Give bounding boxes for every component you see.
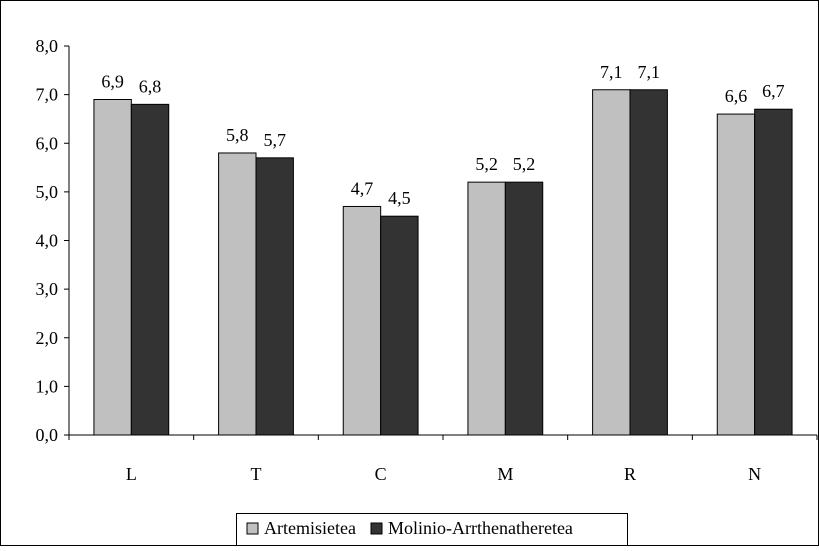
x-tick-label-n: N: [748, 464, 761, 484]
data-label-artemisietea-c: 4,7: [351, 178, 374, 198]
y-tick-label: 7,0: [36, 85, 59, 105]
bar-molinio-arrthenatheretea-m: [504, 181, 544, 436]
x-tick-label-m: M: [497, 464, 513, 484]
y-axis: 0,0 1,0 2,0 3,0 4,0 5,0 6,0 7,0 8,0: [36, 36, 70, 445]
y-tick-label: 8,0: [36, 36, 59, 56]
y-tick-label: 6,0: [36, 133, 59, 153]
legend-swatch-molinio-arrthenatheretea: [370, 522, 383, 535]
bar-artemisietea-r: [592, 89, 631, 436]
data-label-molinio-arrthenatheretea-c: 4,5: [388, 188, 411, 208]
bar-molinio-arrthenatheretea-r: [629, 89, 668, 436]
data-label-molinio-arrthenatheretea-n: 6,7: [762, 81, 785, 101]
bar-artemisietea-t: [218, 152, 257, 436]
data-label-molinio-arrthenatheretea-l: 6,8: [139, 76, 162, 96]
y-tick-label: 0,0: [36, 425, 59, 445]
bar-molinio-arrthenatheretea-l: [130, 103, 170, 436]
y-tick-label: 1,0: [36, 376, 59, 396]
legend-box: [236, 513, 628, 546]
x-tick-label-c: C: [375, 464, 387, 484]
bar-molinio-arrthenatheretea-n: [754, 108, 793, 436]
data-label-artemisietea-r: 7,1: [600, 62, 623, 82]
bar-artemisietea-l: [93, 98, 132, 436]
x-tick-label-l: L: [126, 464, 137, 484]
data-label-artemisietea-l: 6,9: [101, 71, 124, 91]
y-tick-label: 2,0: [36, 328, 59, 348]
bar-molinio-arrthenatheretea-c: [380, 215, 419, 436]
data-labels: 6,9 5,8 4,7 5,2 7,1 6,6 6,8 5,7 4,5 5,2 7,1 6,7: [101, 62, 784, 208]
bar-artemisietea-c: [342, 205, 382, 436]
legend-label-molinio-arrthenatheretea: Molinio-Arrthenatheretea: [388, 518, 573, 538]
bar-artemisietea-m: [467, 181, 506, 436]
y-tick-label: 4,0: [36, 231, 59, 251]
legend-swatch-artemisietea: [246, 522, 259, 535]
data-label-artemisietea-n: 6,6: [725, 86, 748, 106]
y-tick-label: 5,0: [36, 182, 59, 202]
bar-molinio-arrthenatheretea-t: [255, 157, 294, 436]
data-label-molinio-arrthenatheretea-m: 5,2: [513, 154, 536, 174]
legend-label-artemisietea: Artemisietea: [264, 518, 356, 538]
data-label-molinio-arrthenatheretea-t: 5,7: [263, 130, 286, 150]
x-tick-label-t: T: [251, 464, 262, 484]
legend: Artemisietea Molinio-Arrthenatheretea: [236, 513, 628, 546]
y-tick-label: 3,0: [36, 279, 59, 299]
bar-artemisietea-n: [716, 113, 756, 436]
data-label-artemisietea-t: 5,8: [226, 125, 249, 145]
bars: [93, 89, 793, 436]
data-label-artemisietea-m: 5,2: [475, 154, 498, 174]
x-tick-label-r: R: [624, 464, 636, 484]
data-label-molinio-arrthenatheretea-r: 7,1: [637, 62, 660, 82]
